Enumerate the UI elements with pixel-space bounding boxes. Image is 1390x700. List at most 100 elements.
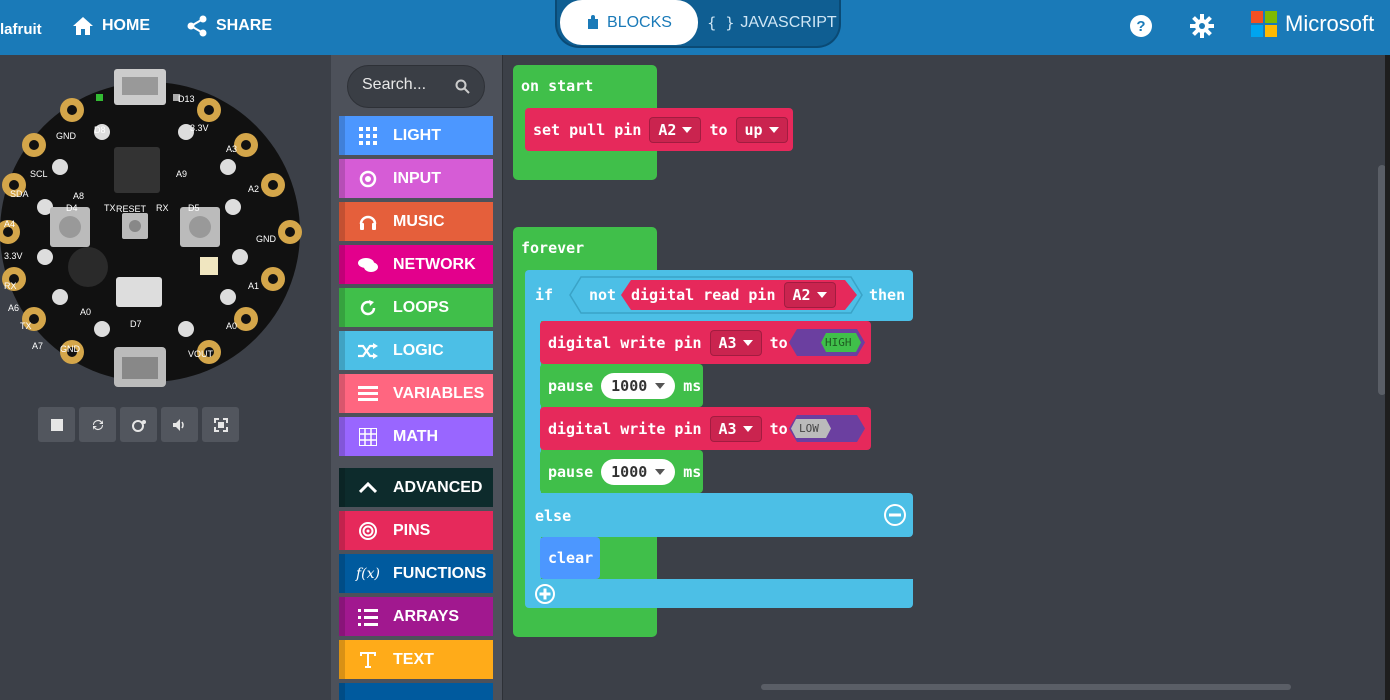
ms-unit: ms — [683, 462, 702, 481]
category-math[interactable]: MATH — [339, 417, 493, 456]
svg-text:D8: D8 — [94, 125, 106, 135]
category-pins[interactable]: PINS — [339, 511, 493, 550]
svg-text:RX: RX — [4, 281, 17, 291]
stop-icon — [50, 418, 63, 431]
svg-text:A4: A4 — [4, 219, 15, 229]
category-label: MUSIC — [393, 212, 445, 230]
write-pin-value: A3 — [718, 419, 737, 438]
write-text: digital write pin — [548, 419, 702, 438]
restart-icon — [92, 419, 103, 430]
mute-button[interactable] — [161, 407, 198, 442]
vertical-scrollbar[interactable] — [1378, 165, 1386, 395]
read-pin-value: A2 — [792, 286, 811, 304]
to-text: to — [709, 120, 728, 139]
write-pin-dropdown[interactable]: A3 — [709, 329, 762, 356]
caret-down-icon — [742, 339, 753, 346]
to-text: to — [769, 333, 788, 352]
brand-logo-text[interactable]: lafruit — [0, 21, 42, 38]
svg-text:VOUT: VOUT — [188, 349, 214, 359]
remove-else-icon[interactable] — [884, 504, 906, 526]
category-label: LOOPS — [393, 298, 450, 316]
not-block[interactable] — [569, 276, 863, 314]
pause-block-1[interactable]: pause 1000 ms — [540, 364, 703, 407]
else-text: else — [535, 507, 572, 525]
search-input[interactable] — [362, 76, 452, 94]
microsoft-label: Microsoft — [1285, 11, 1375, 36]
settings-button[interactable] — [1190, 14, 1214, 38]
javascript-tab-label: JAVASCRIPT — [740, 13, 837, 31]
category-functions[interactable]: f(x) FUNCTIONS — [339, 554, 493, 593]
forever-text: forever — [521, 239, 585, 257]
volume-icon — [172, 418, 184, 431]
slow-mo-button[interactable] — [120, 407, 157, 442]
category-label: INPUT — [393, 169, 441, 187]
if-text: if — [535, 286, 554, 304]
svg-text:A8: A8 — [73, 191, 84, 201]
home-icon — [73, 17, 93, 35]
help-button[interactable]: ? — [1129, 14, 1153, 38]
category-advanced[interactable]: ADVANCED — [339, 468, 493, 507]
category-label: LOGIC — [393, 341, 444, 359]
write-pin-dropdown[interactable]: A3 — [709, 415, 762, 442]
write-text: digital write pin — [548, 333, 702, 352]
category-network[interactable]: NETWORK — [339, 245, 493, 284]
pause-ms-dropdown[interactable]: 1000 — [601, 458, 676, 485]
fullscreen-icon — [213, 417, 228, 432]
category-more[interactable] — [339, 683, 493, 700]
category-logic[interactable]: LOGIC — [339, 331, 493, 370]
pause-ms-dropdown[interactable]: 1000 — [601, 372, 676, 399]
clear-block[interactable]: clear — [540, 537, 600, 579]
category-loops[interactable]: LOOPS — [339, 288, 493, 327]
javascript-tab[interactable]: { } JAVASCRIPT — [707, 0, 837, 45]
digital-read-pin-block[interactable]: digital read pin A2 — [631, 282, 836, 308]
home-button[interactable]: HOME — [72, 12, 150, 40]
refresh-icon — [357, 297, 379, 319]
blocks-workspace[interactable]: on start set pull pin A2 to up forever i… — [502, 55, 1390, 700]
category-variables[interactable]: VARIABLES — [339, 374, 493, 413]
horizontal-scrollbar[interactable] — [761, 684, 1291, 690]
category-label: FUNCTIONS — [393, 564, 487, 582]
if-label: if — [535, 282, 553, 308]
category-music[interactable]: MUSIC — [339, 202, 493, 241]
svg-text:3.3V: 3.3V — [4, 251, 23, 261]
svg-text:SDA: SDA — [10, 189, 29, 199]
windows-icon — [1251, 11, 1277, 37]
share-button[interactable]: SHARE — [186, 12, 272, 40]
restart-button[interactable] — [79, 407, 116, 442]
on-start-label: on start — [521, 73, 593, 99]
svg-text:RX: RX — [156, 203, 169, 213]
radio-icon — [357, 168, 379, 190]
else-spine — [525, 537, 541, 579]
low-value-block[interactable] — [788, 414, 866, 443]
svg-text:D4: D4 — [66, 203, 78, 213]
search-icon[interactable] — [455, 79, 470, 94]
svg-text:D7: D7 — [130, 319, 142, 329]
simulator-controls — [38, 407, 239, 442]
svg-text:RESET: RESET — [116, 204, 147, 214]
category-label: PINS — [393, 521, 431, 539]
read-pin-dropdown[interactable]: A2 — [783, 282, 836, 308]
set-pull-pin-block[interactable]: set pull pin A2 to up — [525, 108, 793, 151]
add-else-if-icon[interactable] — [535, 584, 555, 604]
target-icon — [357, 520, 379, 542]
write-pin-value: A3 — [718, 333, 737, 352]
category-input[interactable]: INPUT — [339, 159, 493, 198]
pause-ms-value: 1000 — [611, 462, 648, 481]
svg-text:D13: D13 — [178, 94, 195, 104]
pin-dropdown[interactable]: A2 — [649, 116, 702, 143]
toolbox: LIGHT INPUT MUSIC NETWORK LOOPS LOGIC VA… — [331, 55, 502, 700]
microsoft-logo[interactable]: Microsoft — [1251, 11, 1374, 37]
category-light[interactable]: LIGHT — [339, 116, 493, 155]
pause-block-2[interactable]: pause 1000 ms — [540, 450, 703, 493]
fullscreen-button[interactable] — [202, 407, 239, 442]
stop-button[interactable] — [38, 407, 75, 442]
pull-mode-dropdown[interactable]: up — [735, 116, 788, 143]
blocks-tab[interactable]: BLOCKS — [560, 0, 698, 45]
category-arrays[interactable]: ARRAYS — [339, 597, 493, 636]
simulator-panel: D8 D13 A9 A8 D4 D5 RESET TX RX A0 D7 GND VOUT A… — [0, 55, 331, 700]
not-label: not — [589, 282, 616, 308]
category-text[interactable]: TEXT — [339, 640, 493, 679]
high-value-block[interactable] — [788, 328, 866, 357]
category-label: LIGHT — [393, 126, 441, 144]
